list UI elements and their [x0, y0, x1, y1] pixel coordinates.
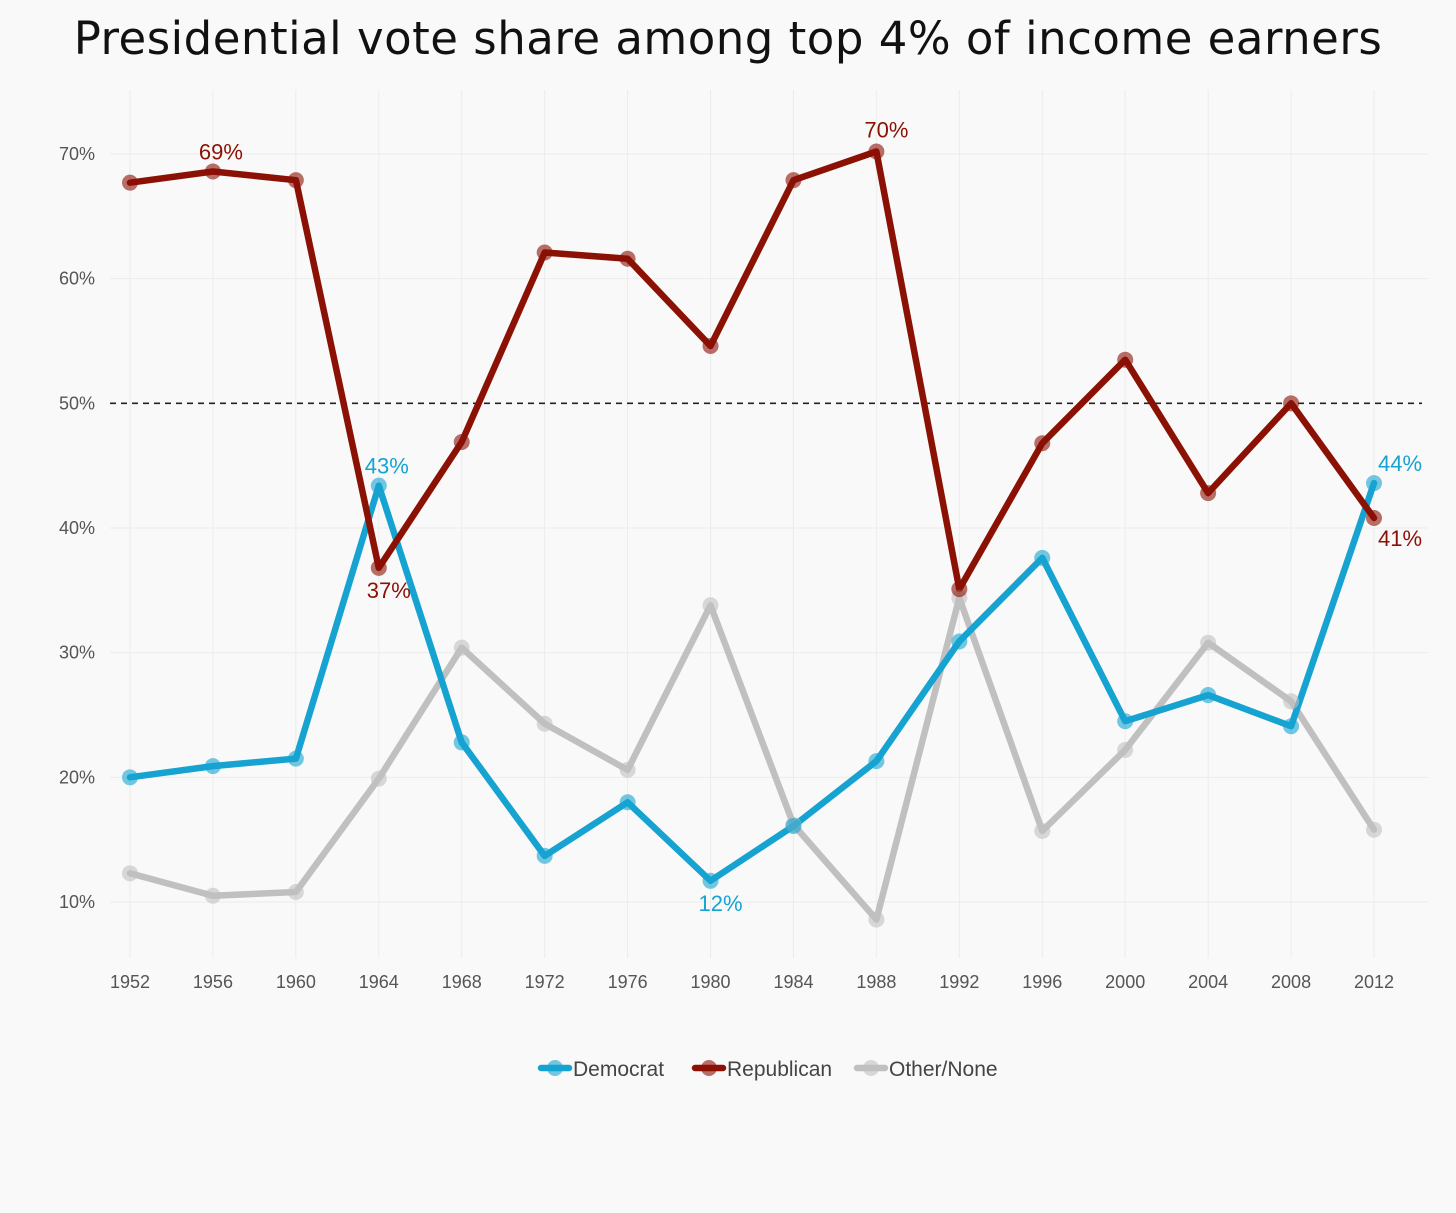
x-axis-tick-labels: 1952 1956 1960 1964 1968 1972 1976 1980 1984 1988… [110, 972, 1394, 992]
other-none-point [1034, 822, 1051, 839]
point-annotations: 69% 70% 37% 41% 43% 12% 44% [199, 118, 1422, 916]
other-none-point [1283, 693, 1300, 710]
point-annotation-label: 43% [365, 454, 409, 479]
point-annotation-label: 70% [864, 118, 908, 143]
democrat-point [785, 817, 802, 834]
other-none-point [536, 715, 553, 732]
point-annotation-label: 37% [367, 578, 411, 603]
republican-point [536, 244, 553, 261]
legend-label-other-none: Other/None [889, 1058, 998, 1081]
x-gridlines [129, 90, 1375, 958]
democrat-point [951, 633, 968, 650]
democrat-point [287, 750, 304, 767]
x-tick-label: 2004 [1188, 972, 1228, 992]
republican-point [122, 174, 138, 191]
legend-marker-republican [701, 1060, 717, 1076]
democrat-point [1034, 549, 1051, 566]
y-axis-tick-labels: 10% 20% 30% 40% 50% 60% 70% [59, 144, 95, 912]
democrat-point [1366, 475, 1382, 492]
legend: Democrat Republican Other/None [537, 1058, 998, 1081]
republican-point [951, 581, 968, 598]
other-none-point [619, 761, 636, 778]
point-annotation-label: 44% [1378, 451, 1422, 476]
republican-point [1117, 351, 1134, 368]
republican-point [370, 559, 387, 576]
democrat-point [1200, 687, 1217, 704]
other-none-point [453, 639, 470, 656]
x-tick-label: 1960 [276, 972, 316, 992]
x-tick-label: 1988 [856, 972, 896, 992]
series-lines [126, 148, 1378, 923]
republican-point [619, 250, 636, 267]
democrat-line [126, 479, 1378, 885]
democrat-point [619, 794, 636, 811]
republican-point [1034, 435, 1051, 452]
republican-point [453, 433, 470, 450]
democrat-point [122, 769, 138, 786]
y-tick-label: 30% [59, 643, 95, 663]
x-tick-label: 1992 [939, 972, 979, 992]
x-tick-label: 1956 [193, 972, 233, 992]
y-tick-label: 40% [59, 518, 95, 538]
democrat-point [1283, 718, 1300, 735]
legend-marker-democrat [547, 1060, 563, 1076]
democrat-point [204, 758, 221, 775]
legend-label-republican: Republican [727, 1058, 832, 1081]
republican-point [1200, 485, 1217, 502]
other-none-point [868, 911, 885, 928]
y-tick-label: 70% [59, 144, 95, 164]
democrat-point [702, 872, 719, 889]
democrat-point [453, 734, 470, 751]
x-tick-label: 1972 [525, 972, 565, 992]
y-tick-label: 20% [59, 767, 95, 787]
x-tick-label: 1952 [110, 972, 150, 992]
republican-point [204, 163, 221, 180]
republican-point [1366, 510, 1382, 527]
point-annotation-label: 12% [699, 891, 743, 916]
x-tick-label: 1968 [442, 972, 482, 992]
x-tick-label: 2000 [1105, 972, 1145, 992]
legend-marker-other-none [863, 1060, 879, 1076]
x-tick-label: 1984 [773, 972, 813, 992]
democrat-point [536, 847, 553, 864]
other-none-point [1366, 821, 1382, 838]
legend-label-democrat: Democrat [573, 1058, 664, 1081]
x-tick-label: 2012 [1354, 972, 1394, 992]
democrat-point [1117, 713, 1134, 730]
y-tick-label: 50% [59, 393, 95, 413]
republican-line [126, 148, 1378, 593]
series-points [122, 143, 1382, 928]
republican-point [868, 143, 885, 160]
other-none-point [204, 887, 221, 904]
other-none-point [702, 597, 719, 614]
y-tick-label: 10% [59, 892, 95, 912]
x-tick-label: 1980 [691, 972, 731, 992]
chart-title: Presidential vote share among top 4% of … [73, 12, 1383, 65]
republican-point [287, 172, 304, 189]
point-annotation-label: 41% [1378, 526, 1422, 551]
democrat-point [370, 477, 387, 494]
point-annotation-label: 69% [199, 139, 243, 164]
republican-point [785, 172, 802, 189]
x-tick-label: 1964 [359, 972, 399, 992]
other-none-point [1200, 634, 1217, 651]
democrat-point [868, 753, 885, 770]
other-none-point [122, 865, 138, 882]
x-tick-label: 2008 [1271, 972, 1311, 992]
x-tick-label: 1976 [608, 972, 648, 992]
republican-point [702, 337, 719, 354]
x-tick-label: 1996 [1022, 972, 1062, 992]
other-none-line [126, 594, 1378, 923]
republican-point [1283, 395, 1300, 412]
other-none-point [1117, 741, 1134, 758]
y-tick-label: 60% [59, 269, 95, 289]
other-none-point [287, 884, 304, 901]
other-none-point [370, 770, 387, 787]
